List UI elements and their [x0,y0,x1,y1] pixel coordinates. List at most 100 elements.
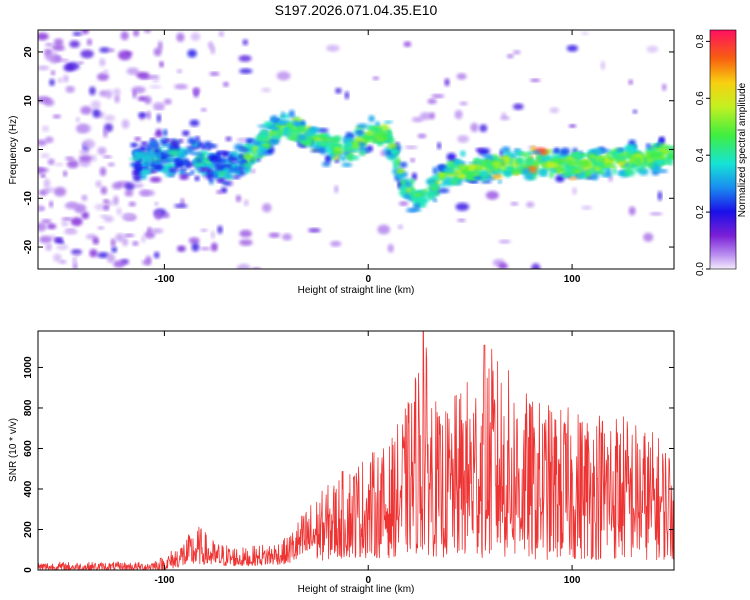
heatmap-cell [497,179,502,184]
heatmap-cell [573,168,582,174]
heatmap-cell [91,154,97,162]
heatmap-cell [628,79,633,85]
heatmap-cell [554,147,560,154]
heatmap-cell [239,239,253,246]
heatmap-x-label: Height of straight line (km) [298,285,415,296]
heatmap-cell [390,149,400,154]
heatmap-cell [506,54,514,59]
heatmap-cell [151,165,164,169]
heatmap-cell [382,134,389,140]
heatmap-cell [460,150,466,157]
heatmap-cell [406,207,418,213]
heatmap-cell [242,153,254,160]
heatmap-cell [512,50,521,55]
heatmap-cell [417,133,427,139]
heatmap-cell [156,151,161,160]
heatmap-cell [251,140,262,146]
heatmap-cell [608,157,613,161]
x-tick-label: 100 [564,274,581,285]
heatmap-cell [341,162,353,167]
heatmap-cell [216,190,223,194]
heatmap-cell [444,78,450,87]
colorbar-tick-label: 0.2 [695,205,706,219]
heatmap-cell [141,155,152,162]
heatmap-cell [292,120,301,126]
heatmap-cell [524,157,536,166]
heatmap-cell [580,153,590,158]
heatmap-cell [38,139,47,146]
heatmap-cell [344,91,350,100]
heatmap-cell [138,189,150,197]
heatmap-cell [97,146,107,155]
heatmap-cell [81,211,90,220]
heatmap-cell [368,115,375,123]
heatmap-cell [334,146,341,151]
heatmap-cell [48,53,60,64]
heatmap-cell [191,242,200,252]
heatmap-cell [99,47,110,53]
heatmap-cell [239,229,252,238]
heatmap-cell [61,220,69,227]
heatmap-cell [493,162,501,168]
heatmap-cell [288,135,299,141]
heatmap-cell [222,81,229,87]
heatmap-cell [113,195,119,206]
heatmap-cell [269,136,280,145]
heatmap-cell [276,71,291,81]
figure-title: S197.2026.071.04.35.E10 [275,2,438,18]
heatmap-cell [657,191,663,201]
heatmap-cell [541,155,548,163]
heatmap-cell [616,147,626,152]
heatmap-cell [399,188,406,197]
heatmap-cell [472,166,485,171]
heatmap-cell [600,61,606,70]
x-tick-label: 100 [564,575,581,586]
heatmap-cell [387,243,394,253]
heatmap-cell [162,129,168,137]
heatmap-cell [174,83,188,90]
heatmap-cell [475,148,483,152]
heatmap-cell [57,77,63,83]
heatmap-cell [107,162,115,167]
heatmap-cell [466,172,474,177]
heatmap-cell [46,223,57,230]
heatmap-cell [335,87,342,94]
heatmap-cell [146,110,151,120]
heatmap-cell [542,162,548,169]
heatmap-cell [79,149,90,155]
heatmap-cell [454,109,463,120]
heatmap-cell [556,168,563,173]
heatmap-cell [110,238,116,248]
heatmap-cell [236,263,251,269]
heatmap-y-ticks: -20 -10 0 10 20 [23,46,674,254]
heatmap-cell [501,146,511,153]
heatmap-cell [239,148,247,152]
heatmap-cell [604,169,612,177]
heatmap-cell [189,119,200,127]
heatmap-cell [41,219,52,224]
heatmap-cell [539,173,549,177]
heatmap-cell [75,117,81,122]
heatmap-cell [410,158,415,163]
heatmap-cell [659,143,666,150]
heatmap-cell [138,112,147,118]
heatmap-cell [566,44,579,52]
heatmap-cell [175,161,183,168]
heatmap-cell [397,224,403,230]
heatmap-cell [385,130,392,134]
heatmap-cell [263,121,274,128]
heatmap-cell [288,131,300,136]
heatmap-cell [579,159,591,167]
heatmap-cell [44,189,51,194]
heatmap-cell [210,230,215,239]
heatmap-cell [190,151,203,156]
heatmap-cell [546,162,559,168]
heatmap-cell [512,103,524,110]
heatmap-cell [426,193,435,201]
heatmap-cell [411,172,417,181]
heatmap-cell [92,108,100,118]
heatmap-cell [326,137,332,142]
heatmap-cell [132,169,141,177]
heatmap-cell [403,41,412,47]
heatmap-cell [190,32,201,41]
